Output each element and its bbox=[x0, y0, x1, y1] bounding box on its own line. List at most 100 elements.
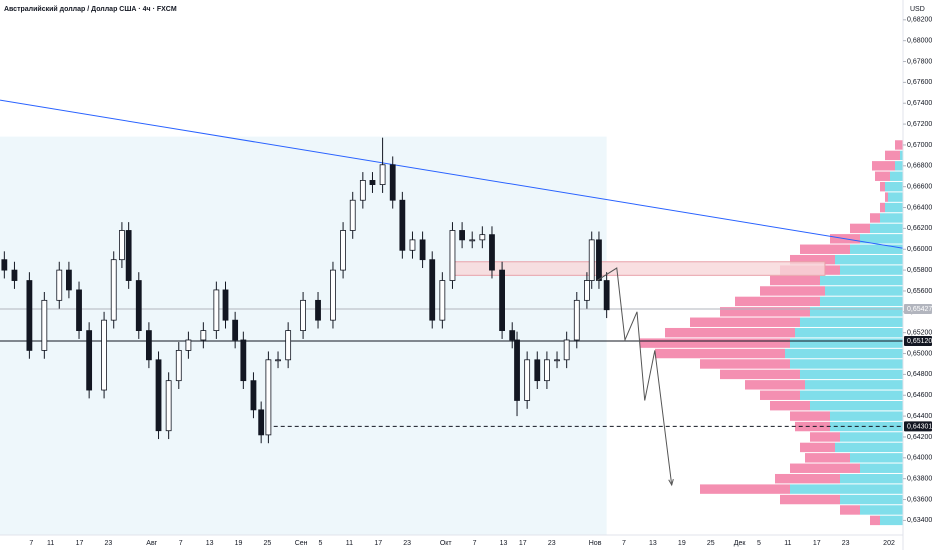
profile-outer bbox=[870, 515, 880, 526]
profile-inner bbox=[880, 213, 903, 223]
profile-outer bbox=[800, 244, 850, 254]
candle-body bbox=[213, 289, 220, 331]
candle-body bbox=[258, 409, 265, 436]
zone bbox=[449, 261, 826, 276]
candle-body bbox=[584, 280, 590, 301]
candle-body bbox=[573, 299, 580, 341]
y-tick-label: 0,65000 bbox=[907, 350, 932, 357]
candle-body bbox=[175, 350, 182, 382]
x-tick-label: 25 bbox=[707, 540, 715, 547]
profile-inner bbox=[800, 390, 903, 400]
profile-inner bbox=[840, 473, 903, 484]
candle-body bbox=[499, 269, 505, 331]
profile-outer bbox=[735, 296, 820, 307]
profile-inner bbox=[820, 296, 903, 307]
profile-inner bbox=[860, 234, 903, 244]
candle-body bbox=[285, 330, 292, 361]
y-tick-label: 0,68000 bbox=[907, 38, 932, 45]
y-tick-label: 0,67200 bbox=[907, 121, 932, 128]
profile-inner bbox=[850, 453, 903, 463]
profile-inner bbox=[795, 327, 903, 338]
projection-arrowhead bbox=[668, 479, 674, 487]
profile-outer bbox=[850, 223, 870, 234]
profile-outer bbox=[665, 327, 795, 338]
profile-inner bbox=[885, 181, 903, 192]
profile-outer bbox=[760, 390, 800, 400]
candle-body bbox=[240, 339, 247, 382]
profile-inner bbox=[785, 348, 903, 359]
x-tick-label: 13 bbox=[500, 540, 508, 547]
profile-outer bbox=[880, 181, 885, 192]
candle-body bbox=[101, 319, 107, 391]
profile-outer bbox=[770, 275, 820, 286]
profile-outer bbox=[885, 192, 888, 202]
profile-outer bbox=[640, 338, 790, 348]
profile-inner bbox=[885, 202, 903, 213]
profile-inner bbox=[880, 515, 903, 526]
y-tick-label: 0,67600 bbox=[907, 79, 932, 86]
candle-body bbox=[544, 359, 550, 382]
profile-inner bbox=[830, 421, 903, 432]
price-label-bg bbox=[904, 304, 932, 315]
y-tick-label: 0,66400 bbox=[907, 204, 932, 211]
profile-inner bbox=[820, 275, 903, 286]
candle-body bbox=[399, 199, 406, 251]
x-tick-label: Сен bbox=[295, 540, 308, 547]
candle-body bbox=[588, 239, 595, 281]
candle-body bbox=[603, 280, 610, 311]
profile-outer bbox=[790, 254, 835, 265]
y-tick-label: 0,65600 bbox=[907, 288, 932, 295]
candle-body bbox=[554, 359, 560, 362]
profile-inner bbox=[890, 171, 903, 181]
profile-outer bbox=[810, 432, 840, 442]
candle-body bbox=[479, 234, 486, 241]
y-tick-label: 0,63800 bbox=[907, 476, 932, 483]
candle-body bbox=[330, 269, 336, 321]
candle-body bbox=[165, 380, 172, 432]
candle-body bbox=[119, 230, 125, 261]
price-label: 0,65120 bbox=[907, 338, 932, 345]
candle-body bbox=[1, 259, 8, 271]
profile-inner bbox=[860, 463, 903, 473]
profile-inner bbox=[810, 307, 903, 317]
profile-outer bbox=[895, 140, 903, 150]
candle-body bbox=[389, 164, 396, 201]
candle-body bbox=[369, 180, 376, 185]
x-tick-label: 11 bbox=[346, 540, 353, 547]
candle-body bbox=[315, 299, 321, 321]
y-tick-label: 0,66200 bbox=[907, 225, 932, 232]
profile-inner bbox=[840, 494, 903, 505]
profile-outer bbox=[720, 307, 810, 317]
x-tick-label: 13 bbox=[206, 540, 214, 547]
candle-body bbox=[66, 269, 72, 291]
price-label: 0,64301 bbox=[907, 423, 932, 430]
candle-body bbox=[459, 230, 466, 241]
candle-body bbox=[185, 339, 192, 351]
profile-outer bbox=[790, 463, 860, 473]
profile-outer bbox=[720, 369, 800, 380]
candle-body bbox=[125, 230, 132, 281]
profile-outer bbox=[800, 442, 835, 453]
candle-body bbox=[300, 299, 306, 331]
x-tick-label: 7 bbox=[473, 540, 477, 547]
y-tick-label: 0,66600 bbox=[907, 184, 932, 191]
profile-inner bbox=[835, 254, 903, 265]
x-tick-label: 5 bbox=[318, 540, 322, 547]
candle-body bbox=[11, 269, 18, 281]
candle-body bbox=[563, 339, 570, 361]
profile-outer bbox=[790, 411, 830, 421]
candle-body bbox=[135, 280, 142, 331]
candle-body bbox=[359, 180, 366, 201]
y-tick-label: 0,66000 bbox=[907, 246, 932, 253]
candle-body bbox=[86, 330, 93, 391]
price-label-bg bbox=[904, 336, 932, 347]
x-tick-label: 202 bbox=[883, 540, 895, 547]
y-tick-label: 0,65800 bbox=[907, 267, 932, 274]
profile-outer bbox=[690, 317, 800, 327]
y-tick-label: 0,66800 bbox=[907, 163, 932, 170]
profile-outer bbox=[872, 161, 895, 171]
candle-body bbox=[439, 280, 446, 321]
x-tick-label: 7 bbox=[622, 540, 626, 547]
y-tick-label: 0,67800 bbox=[907, 58, 932, 65]
profile-inner bbox=[835, 442, 903, 453]
